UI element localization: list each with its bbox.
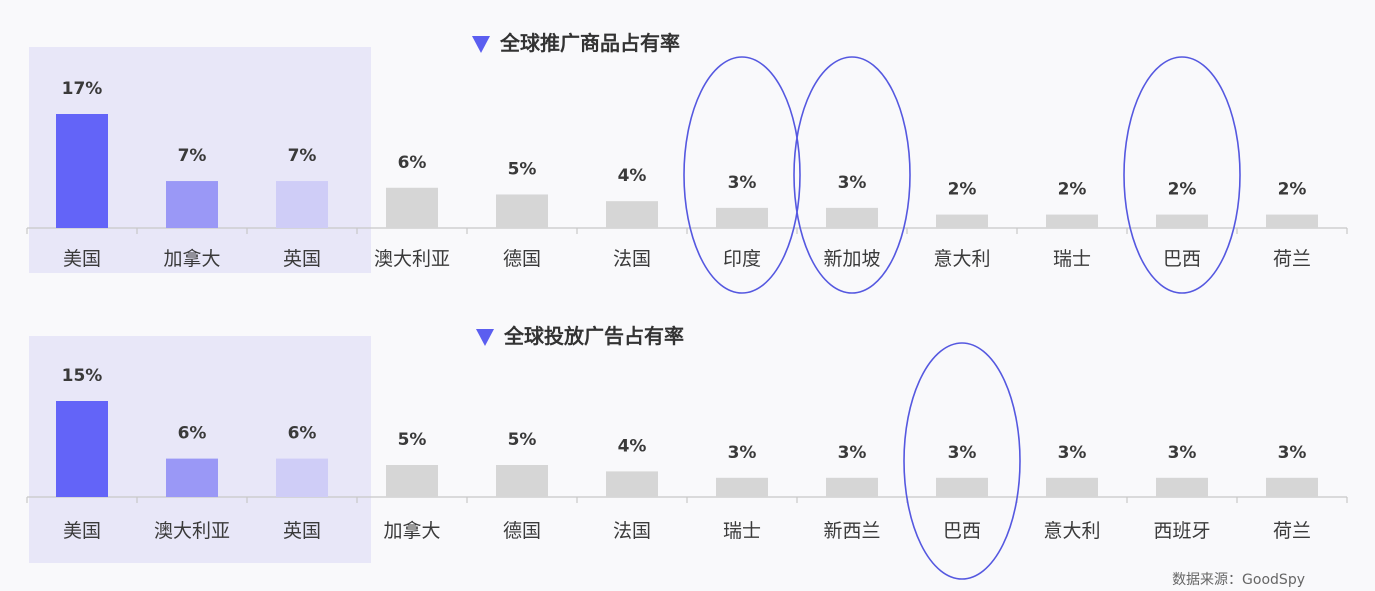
data-label: 6% [178,424,207,444]
chart-panel-ad-share: 全球投放广告占有率 15% 美国 6% 澳大利亚 6% 英国 5% 加拿大 5% 德国 4% 法国 3% 瑞… [26,324,1348,580]
data-label: 15% [62,366,103,386]
category-label: 巴西 [943,520,981,542]
callout-oval [793,56,911,294]
category-label: 瑞士 [1053,248,1091,270]
bar-2 [166,458,218,497]
bar-4 [386,187,438,228]
title-triangle-icon [472,36,490,53]
bar-1 [56,401,108,497]
category-label: 法国 [613,248,651,270]
data-label: 3% [948,443,977,463]
bar-10 [1046,477,1098,497]
bar-11 [1156,214,1208,228]
category-label: 英国 [283,520,321,542]
category-label: 荷兰 [1273,248,1311,270]
data-label: 4% [618,436,647,456]
data-label: 7% [178,146,207,166]
bar-4 [386,465,438,497]
bar-12 [1266,214,1318,228]
data-label: 5% [508,159,537,179]
category-label: 新加坡 [823,248,880,270]
data-label: 2% [1278,180,1307,200]
data-label: 3% [728,443,757,463]
category-label: 巴西 [1163,248,1201,270]
category-label: 意大利 [933,248,990,270]
category-label: 澳大利亚 [374,248,450,270]
chart-title: 全球投放广告占有率 [503,324,684,348]
data-label: 6% [398,153,427,173]
data-source-note: 数据来源：GoodSpy [1172,572,1305,588]
category-label: 荷兰 [1273,520,1311,542]
category-label: 法国 [613,520,651,542]
callout-oval [683,56,801,294]
data-label: 3% [728,173,757,193]
bar-7 [716,207,768,228]
bar-6 [606,471,658,497]
data-label: 5% [508,430,537,450]
bar-3 [276,458,328,497]
data-label: 3% [838,173,867,193]
category-label: 德国 [503,520,541,542]
data-label: 2% [1168,180,1197,200]
bar-10 [1046,214,1098,228]
category-label: 加拿大 [163,247,220,270]
data-label: 3% [1278,443,1307,463]
bar-2 [166,181,218,228]
bar-8 [826,207,878,228]
bar-12 [1266,477,1318,497]
category-label: 意大利 [1043,520,1100,542]
data-label: 2% [1058,180,1087,200]
data-label: 4% [618,166,647,186]
category-label: 澳大利亚 [154,520,230,542]
bar-5 [496,194,548,228]
category-label: 瑞士 [723,520,761,542]
bar-5 [496,465,548,497]
category-label: 印度 [723,248,761,270]
bar-11 [1156,477,1208,497]
data-label: 6% [288,424,317,444]
category-label: 美国 [63,520,101,542]
bar-1 [56,114,108,228]
chart-panel-product-share: 全球推广商品占有率 17% 美国 7% 加拿大 7% 英国 6% 澳大利亚 5% 德国 4% 法国 3% 印… [26,31,1348,294]
category-label: 美国 [63,248,101,270]
bar-8 [826,477,878,497]
bar-9 [936,214,988,228]
callout-oval [1123,56,1241,294]
data-label: 5% [398,430,427,450]
chart-title: 全球推广商品占有率 [499,31,680,55]
data-label: 17% [62,79,103,99]
category-label: 西班牙 [1153,520,1210,542]
data-label: 3% [838,443,867,463]
data-label: 3% [1058,443,1087,463]
category-label: 德国 [503,248,541,270]
category-label: 新西兰 [823,520,880,542]
data-label: 3% [1168,443,1197,463]
bar-7 [716,477,768,497]
bar-3 [276,181,328,228]
category-label: 加拿大 [383,519,440,542]
data-label: 2% [948,180,977,200]
data-label: 7% [288,146,317,166]
title-triangle-icon [476,329,494,346]
callout-oval [903,342,1021,580]
bar-9 [936,477,988,497]
category-label: 英国 [283,248,321,270]
bar-6 [606,201,658,228]
